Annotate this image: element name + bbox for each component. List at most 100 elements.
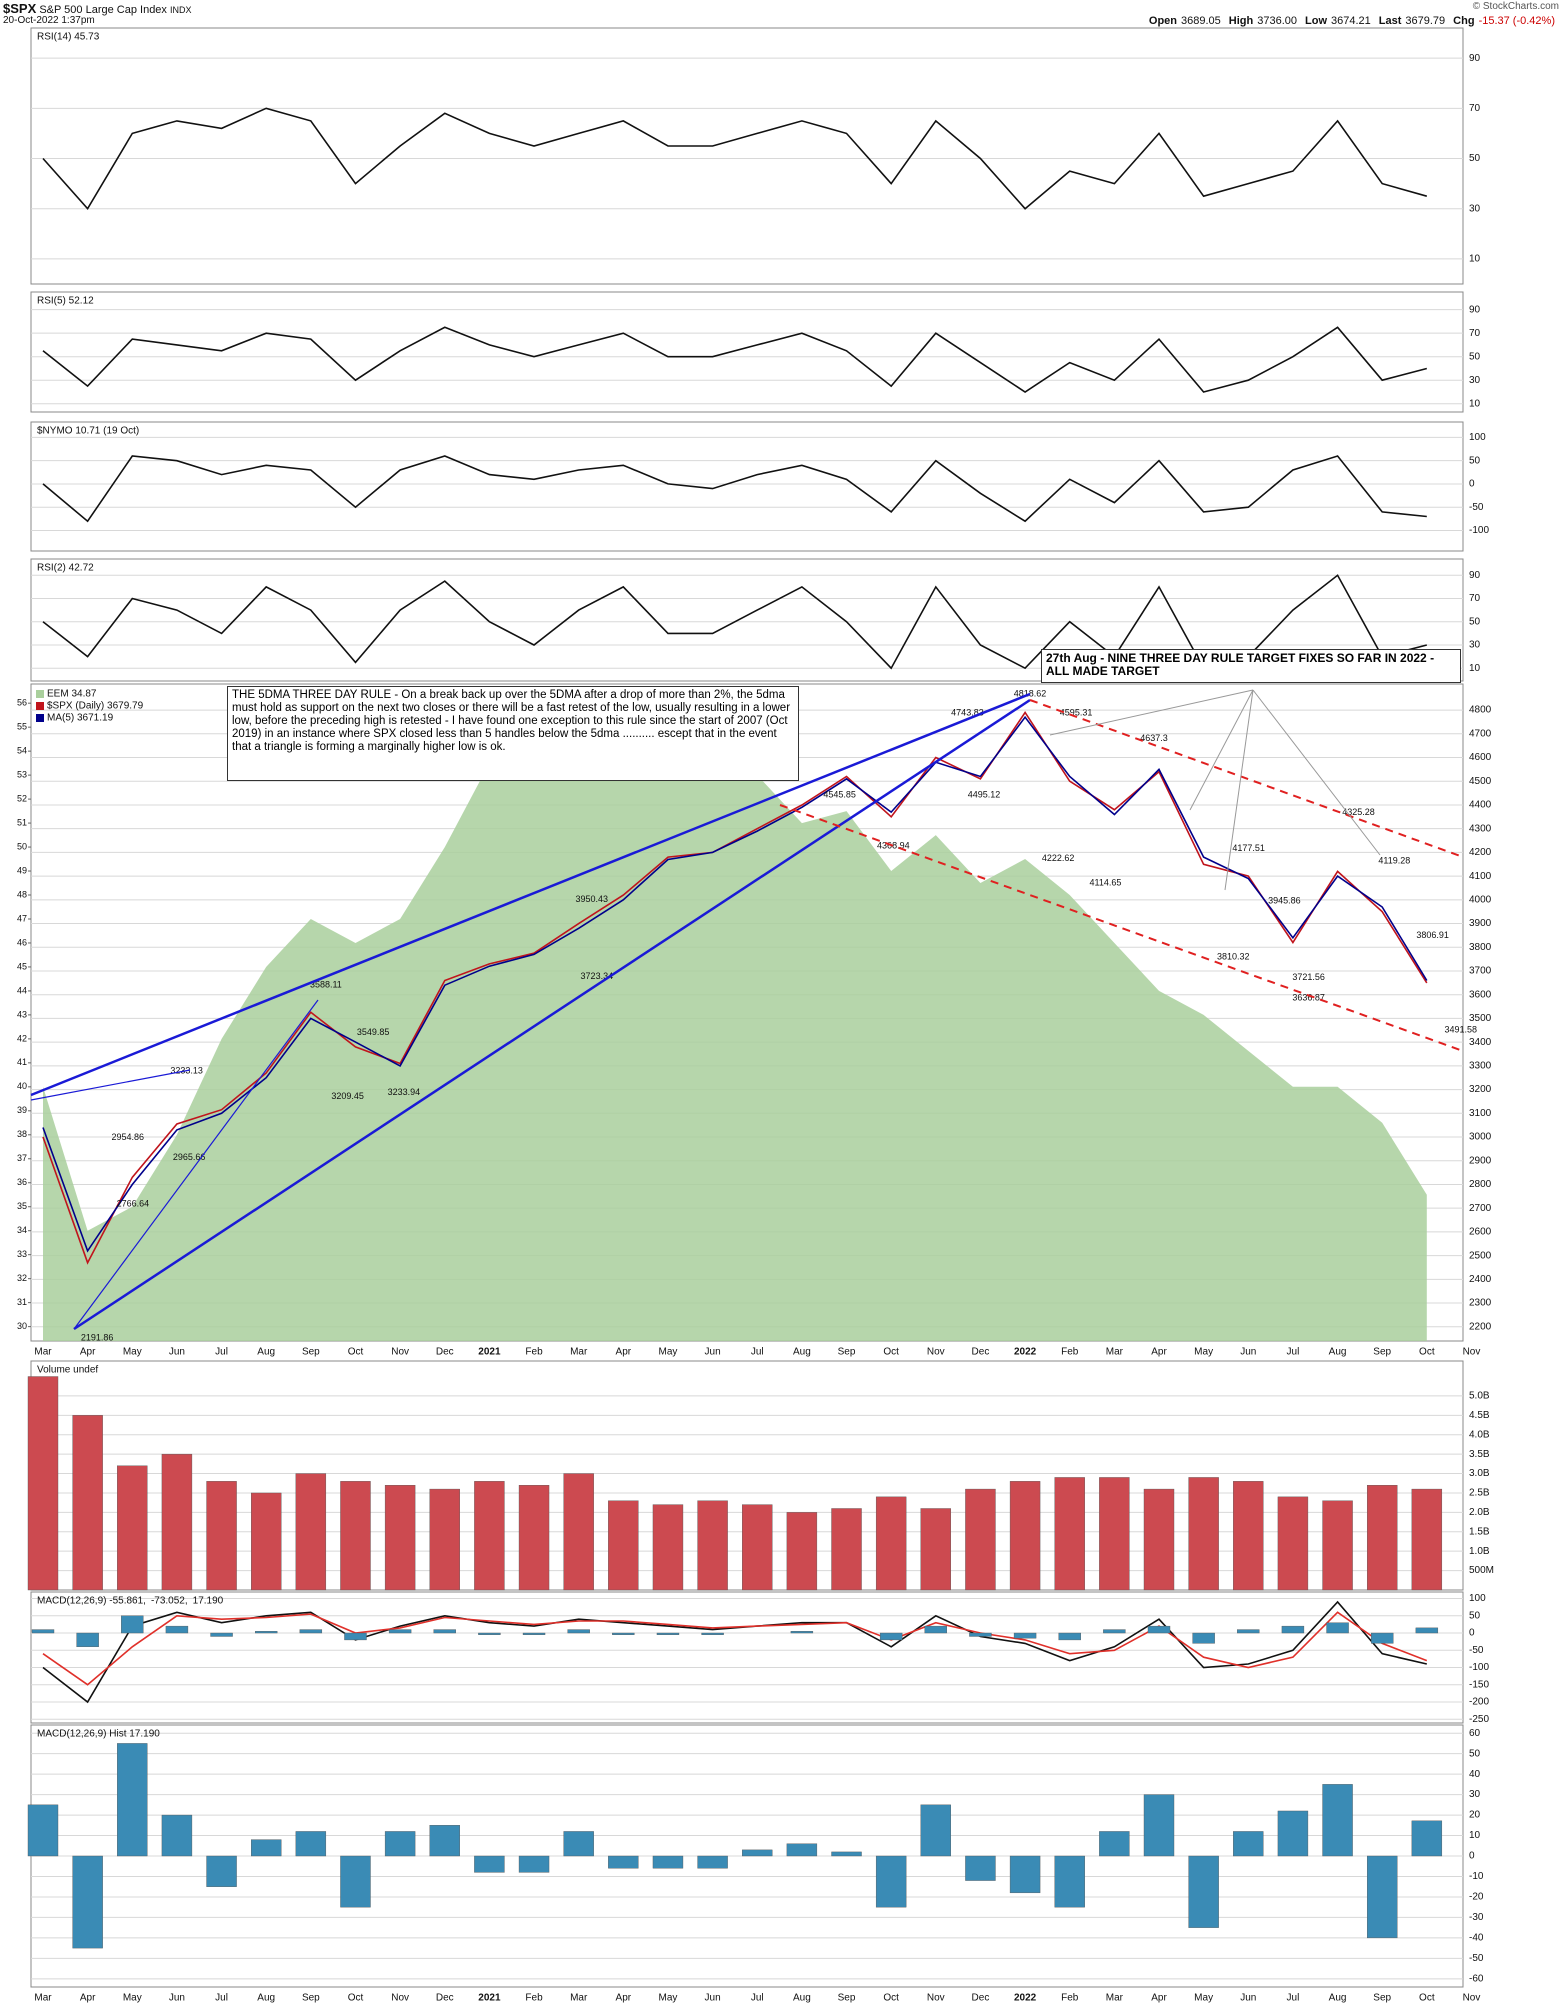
bar: [1322, 1784, 1353, 1857]
y-tick-label: 2900: [1469, 1155, 1492, 1166]
bar: [1411, 1488, 1443, 1591]
x-tick-label: Sep: [1373, 1347, 1391, 1358]
y-tick-label: -50: [1469, 502, 1484, 513]
panel-frame: [30, 421, 1464, 552]
x-tick-label: Oct: [1419, 1347, 1435, 1358]
y2-tick-label: 44: [17, 985, 27, 995]
y-tick-label: 30: [1469, 1789, 1481, 1800]
y-tick-label: 10: [1469, 398, 1481, 409]
x-tick-label: Jul: [1287, 1347, 1300, 1358]
x-tick-label: Dec: [436, 1993, 454, 2004]
y2-tick-label: 56: [17, 698, 27, 708]
bar: [652, 1855, 684, 1869]
price-label: 4743.83: [951, 707, 984, 717]
x-tick-label: Dec: [972, 1347, 990, 1358]
y-tick-label: 70: [1469, 328, 1481, 339]
panel: 10 30 50 70 90 RSI(5) 52.12: [30, 291, 1481, 413]
trend-line: [30, 1069, 191, 1101]
quote-label: Chg: [1453, 15, 1475, 27]
x-tick-label: May: [123, 1993, 142, 2004]
y-tick-label: 70: [1469, 593, 1481, 604]
bar: [875, 1855, 907, 1908]
bar: [1143, 1488, 1175, 1591]
bar: [161, 1453, 193, 1591]
y-tick-label: -100: [1469, 1662, 1489, 1673]
y2-tick-label: 49: [17, 865, 27, 875]
legend-entry: 17.190: [193, 1596, 224, 1607]
price-label: 4818.62: [1014, 688, 1047, 698]
bar: [563, 1831, 594, 1857]
x-tick-label: Aug: [1329, 1993, 1347, 2004]
price-label: 4222.62: [1042, 853, 1075, 863]
bar: [875, 1496, 907, 1591]
symbol: $SPX: [3, 1, 37, 16]
price-label: 4325.28: [1342, 807, 1375, 817]
x-tick-label: Apr: [1151, 1347, 1167, 1358]
pointer-line: [1252, 689, 1381, 856]
bar: [340, 1855, 371, 1908]
bar: [295, 1831, 327, 1857]
y-tick-label: 50: [1469, 351, 1481, 362]
y-tick-label: 3400: [1469, 1037, 1492, 1048]
line: [42, 326, 1428, 393]
x-tick-label: Oct: [1419, 1993, 1435, 2004]
bar: [518, 1485, 550, 1591]
y2-tick-label: 45: [17, 961, 27, 971]
bar: [1415, 1627, 1439, 1634]
y-tick-label: 3500: [1469, 1013, 1492, 1024]
y-tick-label: 4800: [1469, 705, 1492, 716]
legend-entry: MACD(12,26,9) Hist 17.190: [37, 1729, 160, 1740]
bar: [1237, 1629, 1260, 1634]
line: [42, 455, 1427, 523]
bar: [1366, 1855, 1398, 1939]
x-tick-label: Dec: [436, 1347, 454, 1358]
legend-entry: RSI(14) 45.73: [37, 32, 100, 43]
credit: © StockCharts.com: [1472, 1, 1559, 12]
panel: 10 30 50 70 90 RSI(14) 45.73: [30, 27, 1481, 285]
legend-entry: MA(5) 3671.19: [47, 713, 114, 724]
line: [42, 711, 1428, 1265]
bar: [831, 1508, 862, 1591]
x-tick-label: Sep: [838, 1993, 856, 2004]
price-label: 2766.64: [117, 1198, 150, 1208]
x-tick-label: Nov: [927, 1993, 945, 2004]
bar: [652, 1504, 684, 1591]
quote-value: -15.37 (-0.42%): [1478, 15, 1555, 27]
x-tick-label: Jul: [1287, 1993, 1300, 2004]
y-tick-label: -60: [1469, 1973, 1484, 1984]
x-tick-label: Jun: [705, 1347, 721, 1358]
bar: [1322, 1500, 1353, 1591]
x-tick-label: 2022: [1014, 1347, 1037, 1358]
bar: [388, 1629, 412, 1634]
x-tick-label: Jul: [215, 1347, 228, 1358]
bar: [433, 1629, 456, 1634]
x-tick-label: Feb: [1061, 1347, 1079, 1358]
bar: [384, 1831, 416, 1857]
y-tick-label: 90: [1469, 570, 1481, 581]
y2-tick-label: 36: [17, 1177, 27, 1187]
y-tick-label: 30: [1469, 375, 1481, 386]
y-tick-label: 3100: [1469, 1108, 1492, 1119]
x-tick-label: Apr: [80, 1347, 96, 1358]
bar: [295, 1473, 327, 1591]
bar: [206, 1481, 237, 1591]
channel-line: [779, 804, 1464, 1052]
x-tick-label: Jun: [169, 1347, 185, 1358]
quote-value: 3679.79: [1405, 15, 1446, 27]
x-tick-label: Feb: [525, 1347, 543, 1358]
bar: [1370, 1632, 1394, 1644]
y-tick-label: 3.5B: [1469, 1449, 1490, 1460]
bar: [786, 1843, 818, 1857]
panel-frame: [30, 1591, 1464, 1724]
y2-tick-label: 46: [17, 937, 27, 947]
price-label: 3945.86: [1268, 895, 1301, 905]
panel: -60 -50 -40 -30 -20 -10 0 10 20 30 40 50 60 MACD(12,2…: [27, 1724, 1484, 2004]
y-tick-label: 1.0B: [1469, 1546, 1490, 1557]
bar: [518, 1855, 550, 1873]
bar: [1147, 1625, 1171, 1634]
price-label: 4119.28: [1378, 856, 1410, 866]
panel: 2200 2300 2400 2500 2600 2700 2800 2900 3000 3100…: [17, 683, 1492, 1358]
date: 20-Oct-2022 1:37pm: [3, 15, 95, 26]
x-tick-label: Jul: [751, 1993, 764, 2004]
